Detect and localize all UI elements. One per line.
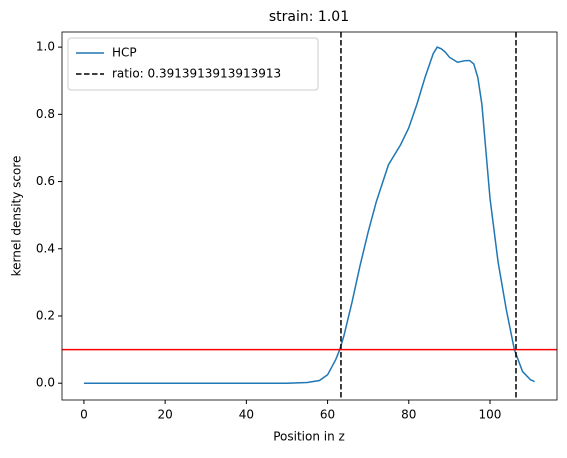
y-tick-label: 0.8 <box>36 107 55 121</box>
legend-box <box>67 37 319 91</box>
x-tick-label: 60 <box>320 408 335 422</box>
y-tick-label: 0.4 <box>36 241 55 255</box>
x-axis-label: Position in z <box>273 430 345 444</box>
y-tick-label: 0.0 <box>36 376 55 390</box>
y-axis-label: kernel density score <box>10 156 24 277</box>
x-tick-label: 80 <box>401 408 416 422</box>
plot-frame <box>61 31 558 401</box>
chart-title: strain: 1.01 <box>269 9 349 25</box>
line-series <box>83 46 535 384</box>
x-tick-label: 20 <box>158 408 173 422</box>
x-tick-label: 0 <box>80 408 88 422</box>
x-tick-label: 40 <box>239 408 254 422</box>
y-tick-label: 1.0 <box>36 40 55 54</box>
legend-label: HCP <box>112 46 137 60</box>
legend-label: ratio: 0.3913913913913913 <box>112 67 281 81</box>
y-tick-label: 0.6 <box>36 174 55 188</box>
x-tick-label: 100 <box>479 408 502 422</box>
y-tick-label: 0.2 <box>36 308 55 322</box>
